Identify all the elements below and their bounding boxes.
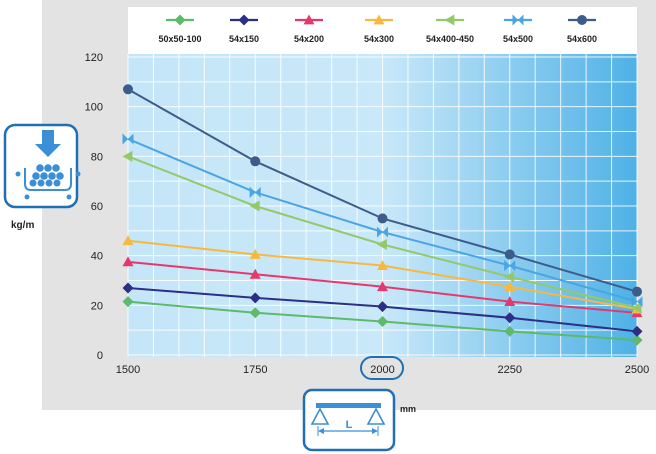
data-point — [504, 271, 515, 283]
data-point — [631, 296, 637, 308]
series-54x600 — [123, 84, 642, 297]
legend-label: 54x150 — [229, 34, 259, 44]
series-group — [122, 84, 643, 346]
x-tick-label: 2250 — [498, 364, 522, 376]
data-point — [122, 256, 134, 267]
y-tick-label: 100 — [85, 102, 103, 114]
data-point — [377, 301, 388, 313]
y-tick-label: 80 — [91, 151, 103, 163]
legend-item: 54x400-450 — [426, 14, 474, 44]
legend-marker — [577, 15, 587, 25]
data-point — [504, 249, 515, 260]
series-54x400-450 — [122, 150, 642, 314]
grid — [127, 54, 638, 357]
legend-label: 54x500 — [503, 34, 533, 44]
data-point — [249, 292, 261, 304]
legend-marker — [444, 14, 455, 26]
y-tick-label: 0 — [97, 350, 103, 362]
legend-label: 50x50-100 — [158, 34, 201, 44]
x-axis-ticks: 1500 1750 2000 2250 2500 — [116, 364, 649, 376]
data-point — [504, 312, 516, 324]
data-point — [249, 200, 260, 212]
beam-span-icon: L — [302, 388, 396, 452]
legend-item: 54x150 — [229, 14, 259, 44]
data-point — [377, 260, 388, 270]
data-point — [377, 238, 387, 250]
distributed-load-icon — [3, 123, 81, 209]
data-point — [509, 260, 516, 272]
x-tick-label: 1500 — [116, 364, 140, 376]
data-point — [250, 156, 261, 167]
data-point — [249, 307, 261, 319]
data-point — [122, 150, 133, 162]
data-point — [382, 226, 388, 238]
legend-label: 54x300 — [364, 34, 394, 44]
legend-label: 54x400-450 — [426, 34, 474, 44]
legend-label: 54x200 — [294, 34, 324, 44]
legend: 50x50-100 54x150 54x200 54x300 54x400-450 54x… — [158, 14, 597, 44]
legend-marker — [174, 14, 186, 26]
data-point — [377, 315, 388, 327]
data-point — [504, 296, 516, 307]
series-50x50-100 — [122, 296, 643, 346]
data-point — [122, 133, 128, 145]
legend-marker — [512, 14, 518, 26]
data-point — [122, 282, 134, 294]
data-point — [504, 281, 516, 292]
data-point — [504, 260, 510, 272]
data-point — [255, 186, 261, 198]
data-point — [504, 325, 516, 337]
legend-item: 50x50-100 — [158, 14, 202, 44]
data-point — [377, 226, 383, 238]
x-tick-label: 1750 — [243, 364, 267, 376]
data-point — [128, 133, 134, 145]
y-unit-label: kg/m — [11, 220, 34, 231]
y-axis-ticks: 0 20 40 60 80 100 120 — [85, 52, 103, 362]
data-point — [123, 84, 133, 95]
data-point — [377, 213, 388, 224]
y-tick-label: 40 — [91, 251, 103, 263]
data-point — [249, 186, 256, 198]
data-point — [631, 302, 642, 314]
y-tick-label: 120 — [85, 52, 103, 64]
legend-marker — [518, 14, 524, 26]
span-label: L — [346, 419, 353, 431]
legend-marker — [238, 14, 250, 26]
legend-label: 54x600 — [567, 34, 597, 44]
data-point — [122, 296, 134, 308]
series-54x150 — [122, 282, 643, 337]
y-tick-label: 60 — [91, 201, 103, 213]
legend-item: 54x600 — [567, 15, 597, 44]
legend-item: 54x200 — [294, 14, 324, 44]
data-point — [631, 325, 643, 337]
data-point — [631, 334, 643, 346]
x-tick-label: 2500 — [625, 364, 649, 376]
legend-marker — [373, 14, 385, 25]
data-point — [637, 296, 643, 308]
x-tick-label: 2000 — [370, 364, 394, 376]
y-tick-label: 20 — [91, 300, 103, 312]
data-point — [249, 248, 261, 259]
data-point — [377, 281, 388, 292]
legend-marker — [303, 14, 315, 25]
legend-item: 54x500 — [503, 14, 533, 44]
series-54x500 — [122, 133, 643, 308]
data-point — [249, 268, 261, 279]
x-unit-label: mm — [400, 404, 416, 414]
data-point — [122, 235, 134, 246]
data-point — [632, 286, 642, 297]
legend-panel — [128, 7, 637, 54]
highlighted-x-tick-ring — [360, 356, 404, 380]
series-54x200 — [122, 256, 643, 318]
legend-item: 54x300 — [364, 14, 394, 44]
